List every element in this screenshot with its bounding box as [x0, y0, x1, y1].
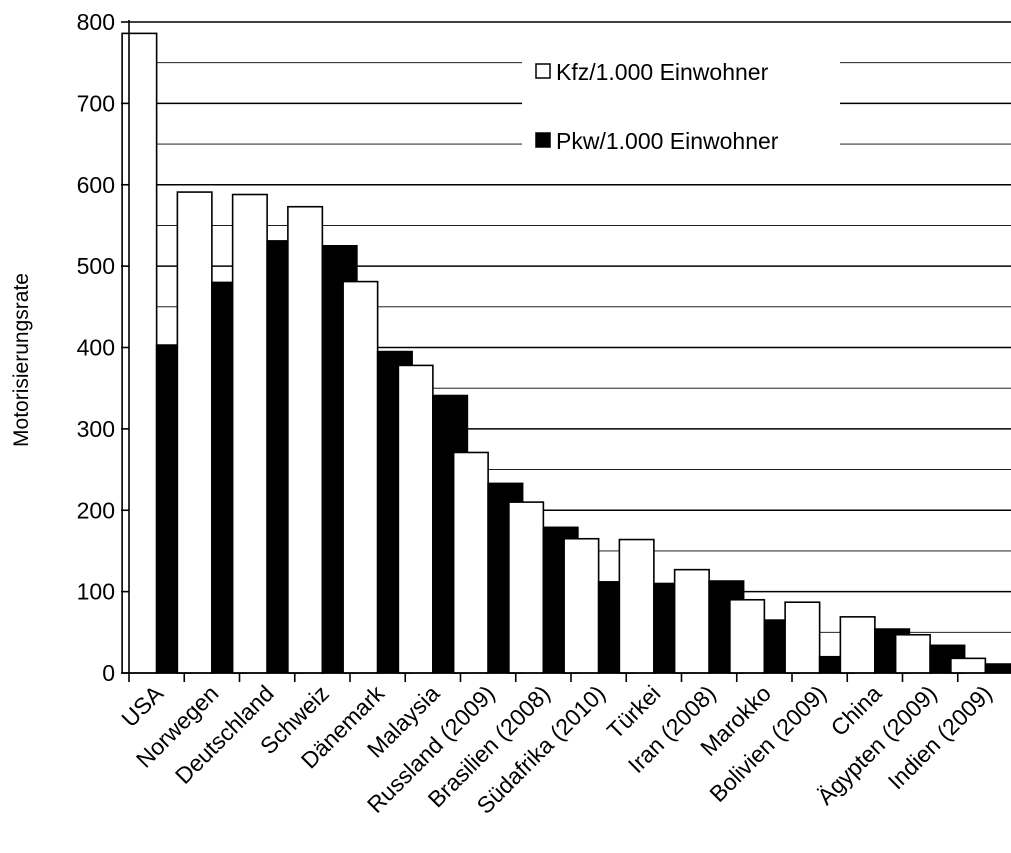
- bar-kfz: [176, 191, 213, 674]
- legend-label-kfz: Kfz/1.000 Einwohner: [556, 59, 769, 85]
- bar-kfz: [839, 616, 876, 674]
- bar-pkw: [984, 663, 1011, 674]
- bar-kfz: [618, 538, 655, 674]
- legend-background: [522, 40, 840, 164]
- bar-kfz: [287, 205, 324, 674]
- bar-kfz: [784, 601, 821, 674]
- y-tick-label: 200: [77, 497, 115, 523]
- bar-kfz: [231, 193, 268, 674]
- bar-kfz: [508, 501, 545, 674]
- bar-kfz: [397, 364, 434, 674]
- bar-kfz: [673, 568, 710, 674]
- legend-label-pkw: Pkw/1.000 Einwohner: [556, 128, 779, 154]
- legend-swatch-kfz: [535, 63, 551, 79]
- y-tick-label: 500: [77, 253, 115, 279]
- bar-kfz: [563, 537, 600, 674]
- bars: [121, 32, 1011, 674]
- y-axis-title: Motorisierungsrate: [10, 273, 33, 447]
- bar-kfz: [452, 451, 489, 674]
- bar-kfz: [342, 280, 379, 674]
- bar-kfz: [121, 32, 158, 674]
- legend-swatch-pkw: [535, 132, 551, 148]
- y-tick-label: 300: [77, 416, 115, 442]
- y-tick-label: 800: [77, 9, 115, 35]
- y-tick-label: 600: [77, 172, 115, 198]
- bar-kfz: [729, 598, 766, 674]
- y-tick-label: 700: [77, 90, 115, 116]
- bar-kfz: [894, 633, 931, 674]
- axes: [121, 20, 1011, 682]
- y-tick-label: 400: [77, 335, 115, 361]
- bar-kfz: [950, 657, 987, 674]
- y-tick-label: 100: [77, 579, 115, 605]
- legend: Kfz/1.000 Einwohner Pkw/1.000 Einwohner: [522, 40, 840, 164]
- y-tick-label: 0: [102, 660, 115, 686]
